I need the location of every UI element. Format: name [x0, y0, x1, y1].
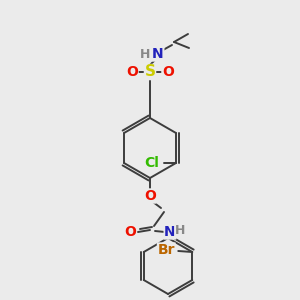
- Text: Br: Br: [158, 243, 175, 257]
- Text: O: O: [126, 65, 138, 79]
- Text: N: N: [152, 47, 164, 61]
- Text: O: O: [124, 225, 136, 239]
- Text: O: O: [162, 65, 174, 79]
- Text: O: O: [144, 189, 156, 203]
- Text: H: H: [140, 47, 150, 61]
- Text: N: N: [164, 225, 176, 239]
- Text: H: H: [175, 224, 185, 236]
- Text: Cl: Cl: [145, 156, 159, 170]
- Text: S: S: [145, 64, 155, 80]
